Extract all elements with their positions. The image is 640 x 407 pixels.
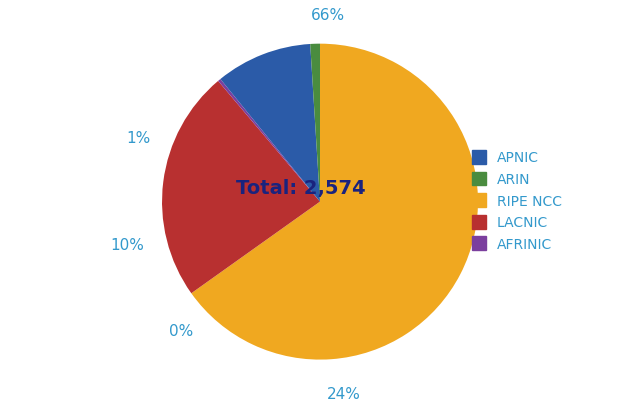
Text: 1%: 1% — [126, 131, 150, 146]
Text: 24%: 24% — [327, 387, 360, 402]
Wedge shape — [310, 44, 320, 201]
Wedge shape — [218, 79, 320, 201]
Wedge shape — [191, 44, 478, 360]
Text: Total: 2,574: Total: 2,574 — [236, 179, 366, 199]
Legend: APNIC, ARIN, RIPE NCC, LACNIC, AFRINIC: APNIC, ARIN, RIPE NCC, LACNIC, AFRINIC — [465, 144, 569, 259]
Text: 10%: 10% — [110, 239, 144, 254]
Wedge shape — [162, 81, 320, 293]
Wedge shape — [220, 44, 320, 201]
Text: 66%: 66% — [311, 8, 345, 23]
Text: 0%: 0% — [169, 324, 193, 339]
